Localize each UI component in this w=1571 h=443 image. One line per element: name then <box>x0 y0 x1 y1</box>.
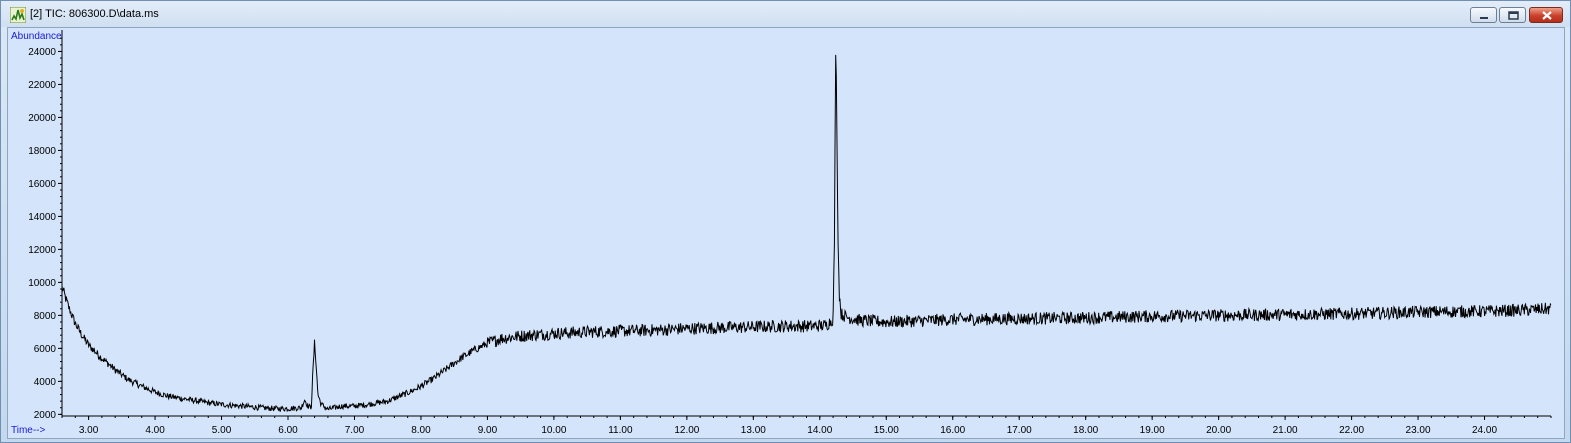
x-tick-label: 10.00 <box>541 425 566 436</box>
title-bar[interactable]: [2] TIC: 806300.D\data.ms <box>1 1 1570 27</box>
x-tick-label: 8.00 <box>411 425 431 436</box>
y-tick-label: 24000 <box>28 47 56 58</box>
x-tick-label: 11.00 <box>608 425 633 436</box>
x-tick-label: 7.00 <box>345 425 365 436</box>
x-tick-label: 23.00 <box>1406 425 1431 436</box>
y-tick-label: 8000 <box>34 311 57 322</box>
minimize-icon <box>1480 17 1488 19</box>
close-button[interactable] <box>1529 7 1563 23</box>
y-tick-label: 20000 <box>28 113 56 124</box>
minimize-button[interactable] <box>1470 7 1497 23</box>
y-tick-label: 14000 <box>28 212 56 223</box>
y-tick-label: 12000 <box>28 245 56 256</box>
x-tick-label: 17.00 <box>1007 425 1032 436</box>
x-tick-label: 9.00 <box>478 425 498 436</box>
x-tick-label: 18.00 <box>1073 425 1098 436</box>
y-tick-label: 10000 <box>28 278 56 289</box>
x-tick-label: 6.00 <box>278 425 298 436</box>
x-tick-label: 13.00 <box>741 425 766 436</box>
x-axis-label: Time--> <box>11 425 46 436</box>
series-line <box>61 54 1552 413</box>
plot-area[interactable]: Abundance Time--> 2000 4000 6000 8000 10000 1… <box>7 27 1565 439</box>
window-title: [2] TIC: 806300.D\data.ms <box>30 8 159 20</box>
restore-icon <box>1508 11 1519 20</box>
x-tick-label: 3.00 <box>79 425 99 436</box>
x-axis-ticks: 3.00 4.00 5.00 6.00 7.00 8.00 9.00 10.00 11.00 12… <box>61 416 1552 436</box>
chromatogram-app-icon <box>10 7 26 23</box>
y-axis-ticks: 2000 4000 6000 8000 10000 12000 14000 16000 1800… <box>28 37 62 421</box>
x-tick-label: 15.00 <box>874 425 899 436</box>
y-tick-label: 16000 <box>28 179 56 190</box>
x-tick-label: 20.00 <box>1206 425 1231 436</box>
chromatogram-chart: Abundance Time--> 2000 4000 6000 8000 10000 1… <box>11 30 1552 436</box>
x-tick-label: 24.00 <box>1472 425 1497 436</box>
x-tick-label: 5.00 <box>212 425 232 436</box>
x-tick-label: 14.00 <box>807 425 832 436</box>
close-icon <box>1542 11 1552 20</box>
y-axis-label: Abundance <box>11 31 62 42</box>
x-tick-label: 21.00 <box>1273 425 1298 436</box>
x-tick-label: 4.00 <box>145 425 165 436</box>
restore-button[interactable] <box>1499 7 1526 23</box>
y-tick-label: 22000 <box>28 80 56 91</box>
x-tick-label: 22.00 <box>1339 425 1364 436</box>
y-tick-label: 2000 <box>34 410 57 421</box>
series-layer <box>61 54 1552 413</box>
y-tick-label: 4000 <box>34 377 57 388</box>
x-tick-label: 16.00 <box>940 425 965 436</box>
x-tick-label: 12.00 <box>674 425 699 436</box>
x-tick-label: 19.00 <box>1140 425 1165 436</box>
y-tick-label: 18000 <box>28 146 56 157</box>
y-tick-label: 6000 <box>34 344 57 355</box>
